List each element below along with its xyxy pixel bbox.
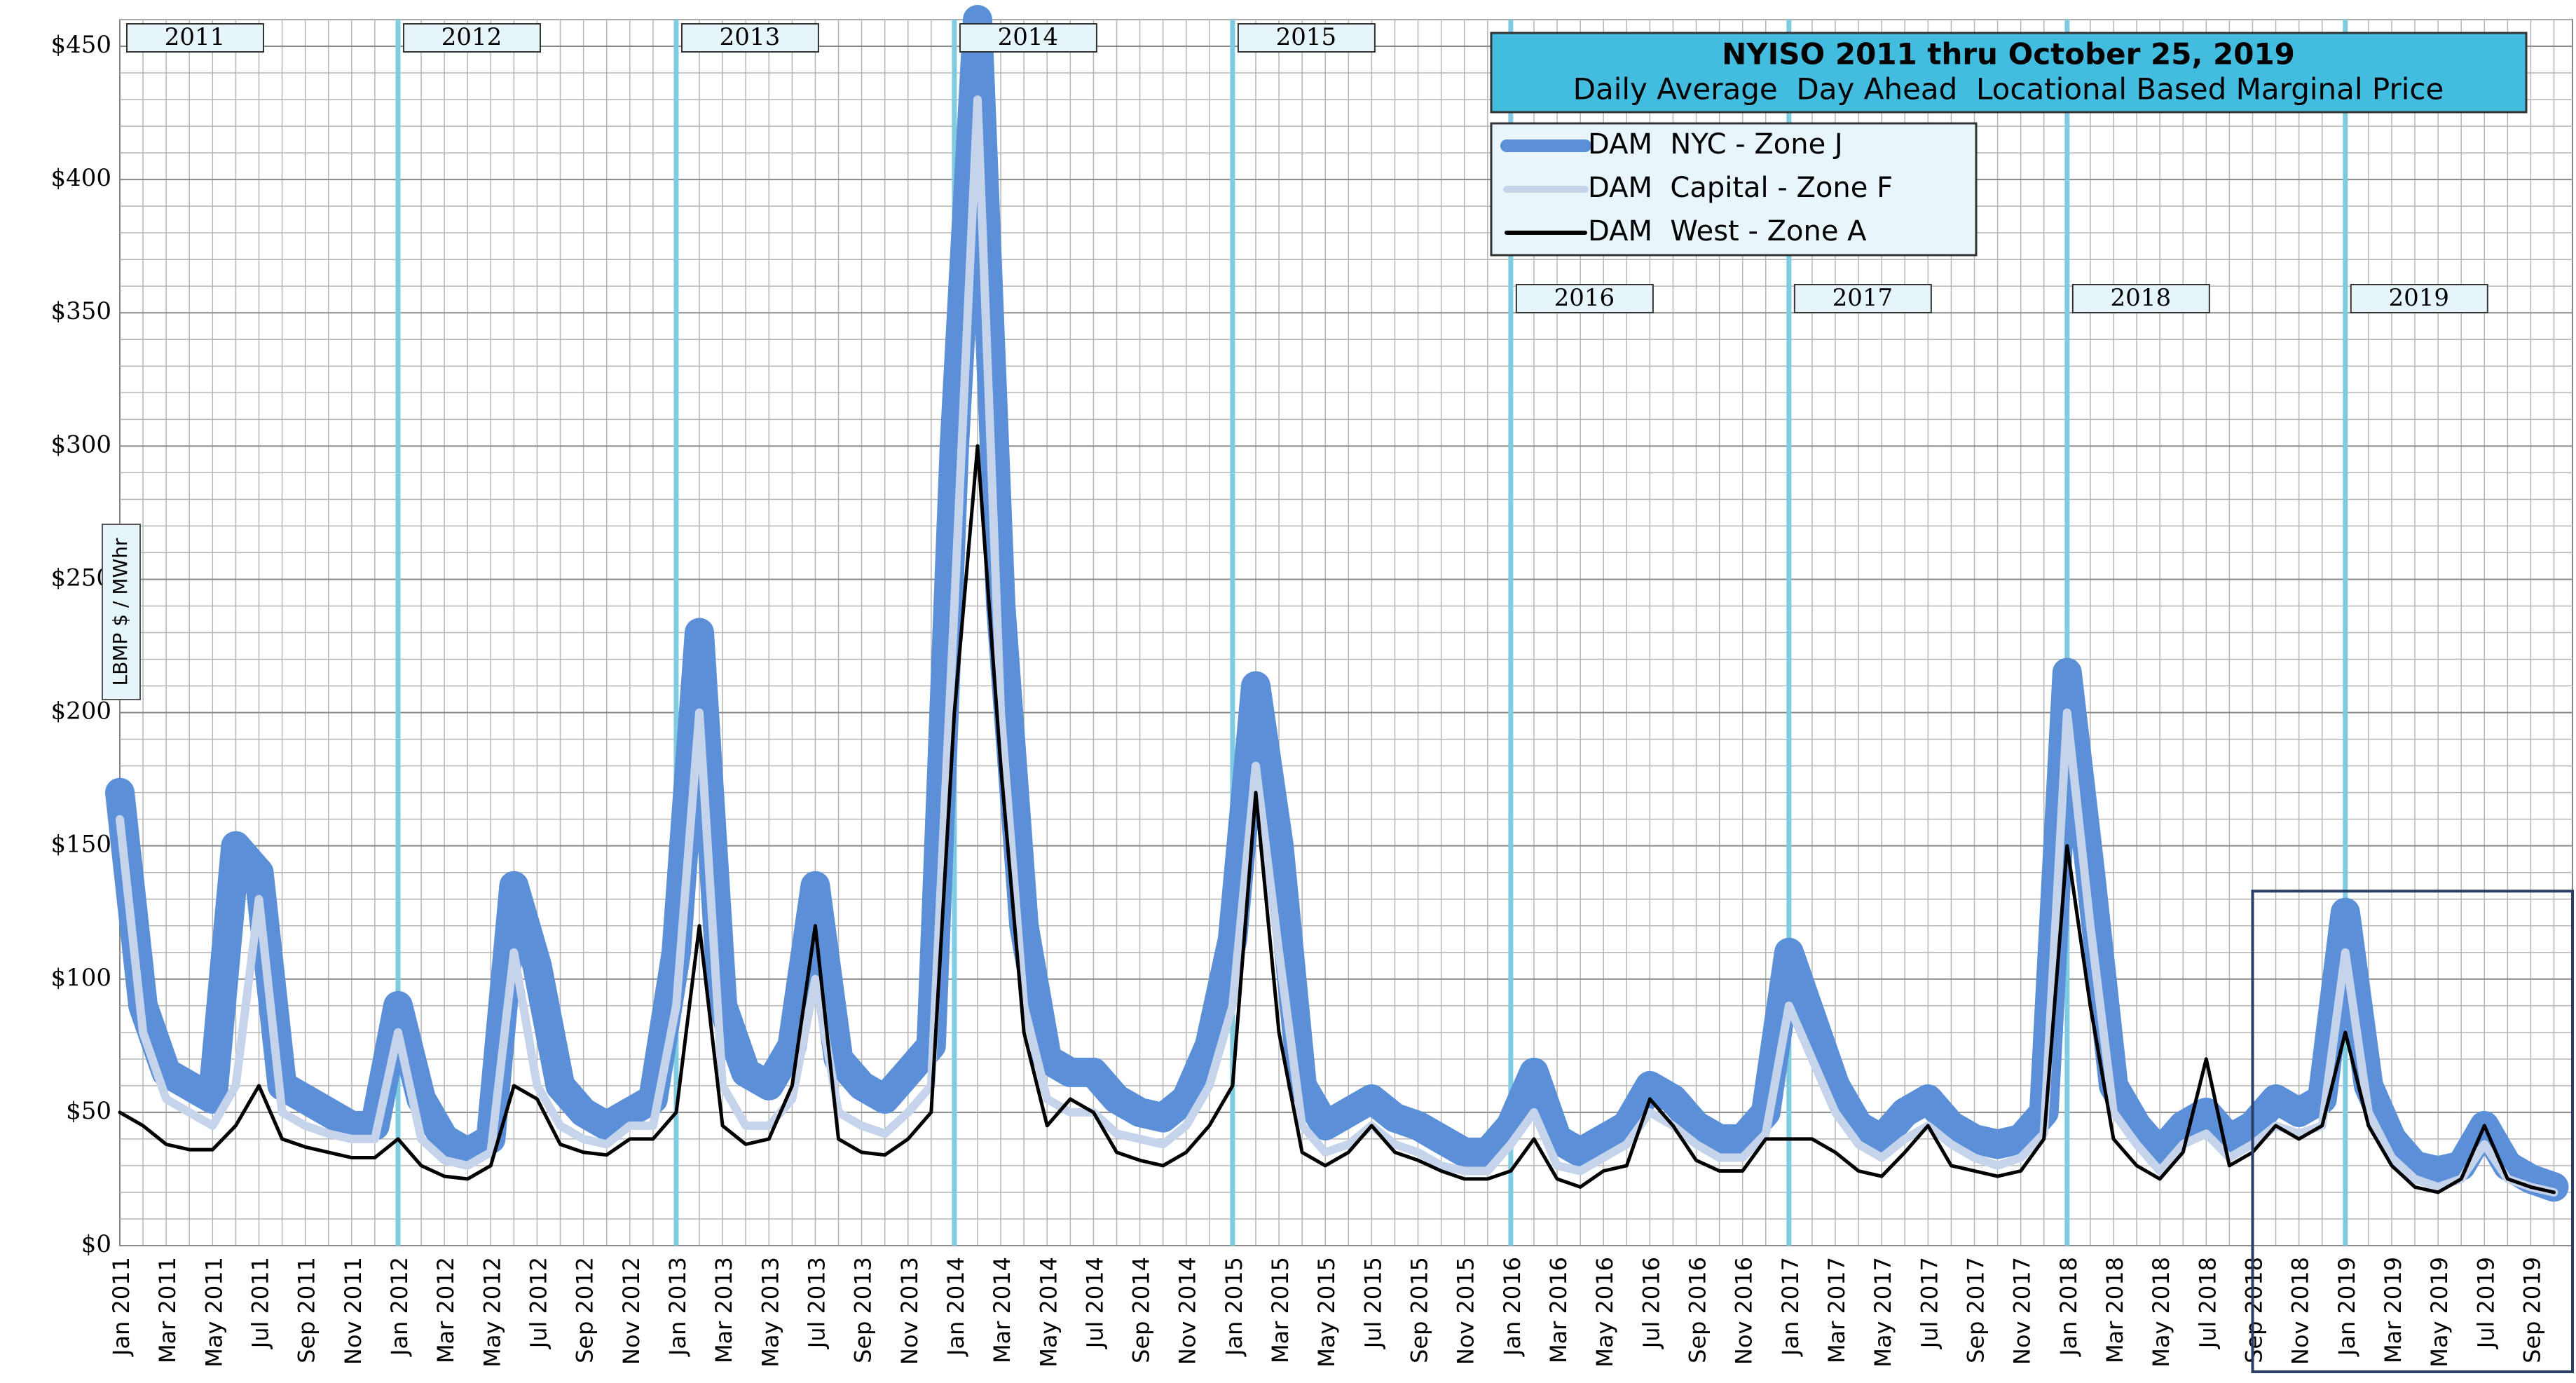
year-label-box [126,23,264,53]
x-tick-label: Jul 2016 [1638,1257,1664,1349]
x-tick-label: Jan 2016 [1499,1257,1526,1357]
year-label-box [1515,284,1654,313]
year-label: 2011 [165,23,226,51]
x-tick-label: Nov 2015 [1453,1257,1479,1365]
x-tick-label: Jan 2019 [2334,1257,2360,1357]
x-tick-label: Jul 2011 [247,1257,273,1349]
y-tick-label: $400 [50,164,111,192]
year-label: 2013 [720,23,781,51]
x-tick-label: Sep 2012 [572,1257,598,1363]
x-tick-label: Mar 2013 [711,1257,737,1363]
x-tick-label: Sep 2014 [1128,1257,1155,1363]
x-tick-label: Sep 2013 [850,1257,877,1363]
x-tick-label: Jul 2019 [2472,1257,2499,1349]
x-tick-label: Mar 2011 [154,1257,181,1363]
year-label: 2015 [1276,23,1337,51]
chart-subtitle: Daily Average Day Ahead Locational Based… [1573,72,2444,107]
y-axis-label: LBMP $ / MWhr [109,538,132,686]
x-tick-label: May 2013 [757,1257,783,1368]
x-tick-label: May 2017 [1870,1257,1896,1368]
x-tick-label: Mar 2018 [2102,1257,2128,1363]
x-tick-label: Jul 2012 [525,1257,551,1349]
x-tick-label: Jul 2017 [1916,1257,1943,1349]
x-tick-label: Jan 2015 [1221,1257,1247,1357]
x-tick-label: Jul 2018 [2194,1257,2221,1349]
y-label-box [102,524,141,700]
x-tick-label: Jul 2014 [1081,1257,1108,1349]
y-tick-label: $250 [50,564,111,592]
y-tick-label: $0 [81,1230,111,1258]
y-tick-label: $200 [50,697,111,725]
x-tick-label: May 2016 [1591,1257,1618,1368]
year-label: 2018 [2111,284,2172,312]
year-label-box [680,23,819,53]
x-tick-label: Nov 2014 [1174,1257,1201,1365]
title-box [1490,32,2528,114]
x-tick-label: Jan 2017 [1777,1257,1804,1357]
y-tick-label: $150 [50,831,111,859]
x-tick-label: Sep 2011 [294,1257,320,1363]
x-tick-label: Jan 2012 [386,1257,413,1357]
series-line [105,5,2569,1202]
legend-label: DAM NYC - Zone J [1588,128,1843,161]
y-tick-label: $450 [50,31,111,59]
legend-label: DAM Capital - Zone F [1588,172,1893,204]
x-tick-label: Jan 2018 [2055,1257,2082,1357]
chart-title: NYISO 2011 thru October 25, 2019 [1722,37,2295,71]
x-tick-label: May 2019 [2426,1257,2453,1368]
year-label-box [2350,284,2488,313]
x-tick-label: Sep 2016 [1685,1257,1711,1363]
x-tick-label: Nov 2018 [2287,1257,2314,1365]
series-line [118,444,2556,1194]
x-tick-label: Nov 2013 [896,1257,923,1365]
year-label-box [1237,23,1376,53]
x-tick-label: Sep 2015 [1406,1257,1433,1363]
x-tick-label: Jan 2014 [943,1257,969,1357]
x-tick-label: May 2012 [479,1257,505,1368]
year-label-box [2071,284,2210,313]
x-tick-label: Nov 2016 [1731,1257,1758,1365]
year-label: 2014 [998,23,1059,51]
x-tick-label: Mar 2019 [2380,1257,2406,1363]
x-tick-label: Mar 2017 [1823,1257,1850,1363]
series-line [116,95,2558,1197]
highlight-box [2251,890,2574,1374]
x-tick-label: Mar 2016 [1545,1257,1572,1363]
year-label: 2019 [2389,284,2450,312]
x-tick-label: May 2018 [2148,1257,2174,1368]
x-tick-label: Mar 2012 [432,1257,459,1363]
year-label-box [959,23,1097,53]
x-tick-label: Nov 2011 [340,1257,366,1365]
x-tick-label: Sep 2017 [1963,1257,1989,1363]
x-tick-label: Mar 2014 [989,1257,1015,1363]
y-tick-label: $50 [66,1097,111,1125]
x-tick-label: Nov 2012 [618,1257,645,1365]
x-tick-label: May 2015 [1313,1257,1340,1368]
y-tick-label: $300 [50,430,111,458]
legend-label: DAM West - Zone A [1588,215,1867,247]
x-tick-label: Nov 2017 [2009,1257,2036,1365]
y-tick-label: $100 [50,964,111,992]
x-tick-label: May 2011 [200,1257,227,1368]
year-label-box [402,23,541,53]
x-tick-label: Sep 2019 [2519,1257,2545,1363]
year-label: 2017 [1832,284,1893,312]
x-tick-label: May 2014 [1035,1257,1062,1368]
y-tick-label: $350 [50,297,111,325]
year-label-box [1793,284,1932,313]
year-label: 2012 [441,23,502,51]
x-tick-label: Jul 2015 [1359,1257,1386,1349]
x-tick-label: Jan 2013 [664,1257,691,1357]
year-label: 2016 [1554,284,1615,312]
x-tick-label: Mar 2015 [1267,1257,1294,1363]
x-tick-label: Jan 2011 [108,1257,135,1357]
x-tick-label: Jul 2013 [803,1257,830,1349]
